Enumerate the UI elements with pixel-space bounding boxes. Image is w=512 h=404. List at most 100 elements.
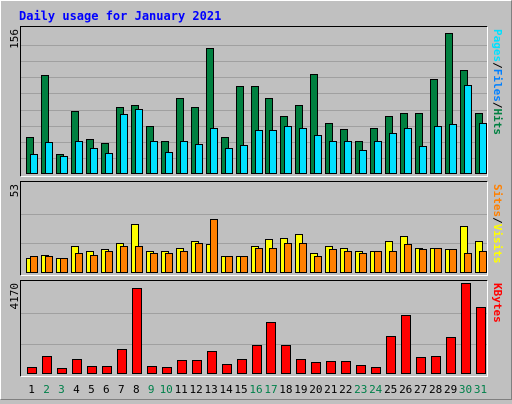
panel-hits-files-pages-border-light: [20, 26, 488, 177]
legend-entry: /: [491, 102, 504, 109]
panel-hits-files-pages: 156 Pages/Files/Hits: [8, 26, 504, 177]
bar-kbytes: [147, 366, 157, 374]
bar-kbytes: [386, 336, 396, 374]
bar-pages: [180, 141, 188, 174]
bar-kbytes: [252, 345, 262, 374]
day-label: 28: [429, 383, 442, 396]
chart-title: Daily usage for January 2021: [19, 9, 221, 23]
bar-kbytes: [281, 345, 291, 374]
day-label: 27: [414, 383, 427, 396]
panel-kbytes-border-dark: [20, 280, 488, 377]
bar-sites: [344, 251, 352, 273]
day-label: 22: [339, 383, 352, 396]
day-label: 11: [175, 383, 188, 396]
bar-sites: [464, 253, 472, 273]
bar-kbytes: [311, 362, 321, 374]
bar-pages: [255, 130, 263, 174]
bar-pages: [464, 85, 472, 174]
day-label: 3: [58, 383, 65, 396]
bar-kbytes: [177, 360, 187, 374]
bar-kbytes: [356, 365, 366, 374]
bar-kbytes: [72, 359, 82, 374]
bar-sites: [150, 253, 158, 273]
bar-sites: [90, 255, 98, 273]
bar-kbytes: [222, 364, 232, 374]
bar-sites: [255, 248, 263, 273]
day-label: 13: [204, 383, 217, 396]
day-label: 17: [264, 383, 277, 396]
bar-pages: [90, 148, 98, 174]
bar-kbytes: [371, 367, 381, 374]
panel-visits-sites-border-light: [20, 181, 488, 276]
day-label: 5: [88, 383, 95, 396]
bar-pages: [210, 128, 218, 174]
day-label: 10: [160, 383, 173, 396]
legend-hits-files-pages: Pages/Files/Hits: [491, 29, 504, 135]
bar-pages: [479, 123, 487, 174]
legend-entry: KBytes: [491, 283, 504, 323]
day-label: 18: [279, 383, 292, 396]
bar-pages: [120, 114, 128, 174]
bar-sites: [329, 249, 337, 273]
day-label: 6: [103, 383, 110, 396]
legend-entry: Files: [491, 69, 504, 102]
bar-sites: [284, 243, 292, 273]
bar-sites: [314, 256, 322, 273]
day-axis-labels: 1 2 3 4 5 6 7 8 9 10 11 12 13 14 15 16 17 18 19 20 21 22 23 24 2…: [28, 383, 487, 396]
bar-sites: [240, 256, 248, 273]
bar-kbytes: [207, 351, 217, 374]
bar-pages: [135, 109, 143, 174]
panel-kbytes: 4170 KBytes: [8, 280, 504, 377]
bar-kbytes: [446, 337, 456, 374]
bar-pages: [75, 141, 83, 174]
bar-pages: [150, 141, 158, 174]
y-axis-max-label: 4170: [8, 283, 21, 310]
bar-kbytes: [326, 361, 336, 374]
bar-pages: [299, 128, 307, 174]
legend-entry: Hits: [491, 109, 504, 136]
day-label: 24: [369, 383, 383, 396]
bar-kbytes: [416, 357, 426, 374]
day-label: 29: [444, 383, 457, 396]
bar-kbytes: [132, 288, 142, 374]
bar-sites: [374, 251, 382, 273]
bar-sites: [45, 256, 53, 273]
bar-pages: [344, 141, 352, 174]
bar-pages: [404, 128, 412, 174]
bar-sites: [210, 219, 218, 273]
day-label: 15: [234, 383, 247, 396]
bar-kbytes: [117, 349, 127, 374]
bar-kbytes: [237, 359, 247, 374]
day-label: 12: [189, 383, 202, 396]
day-label: 2: [43, 383, 50, 396]
bar-pages: [449, 124, 457, 174]
bar-sites: [449, 249, 457, 273]
bar-pages: [195, 144, 203, 174]
day-label: 8: [133, 383, 140, 396]
day-label: 20: [309, 383, 322, 396]
bar-kbytes: [192, 360, 202, 374]
legend-visits-sites: Sites/Visits: [491, 184, 504, 264]
bar-kbytes: [27, 367, 37, 374]
panel-hits-files-pages-border-dark: [20, 26, 488, 177]
bar-sites: [180, 251, 188, 273]
bar-kbytes: [42, 356, 52, 374]
bar-pages: [105, 153, 113, 174]
bar-pages: [30, 154, 38, 174]
bar-sites: [195, 243, 203, 273]
bar-kbytes: [461, 283, 471, 374]
bar-pages: [165, 152, 173, 174]
day-label: 19: [294, 383, 307, 396]
day-label: 23: [354, 383, 367, 396]
day-label: 7: [118, 383, 125, 396]
day-label: 4: [73, 383, 80, 396]
panel-visits-sites-border-dark: [20, 181, 488, 276]
bar-kbytes: [102, 366, 112, 374]
day-label: 30: [459, 383, 472, 396]
day-label: 21: [324, 383, 337, 396]
bar-pages: [225, 148, 233, 174]
bar-sites: [225, 256, 233, 273]
